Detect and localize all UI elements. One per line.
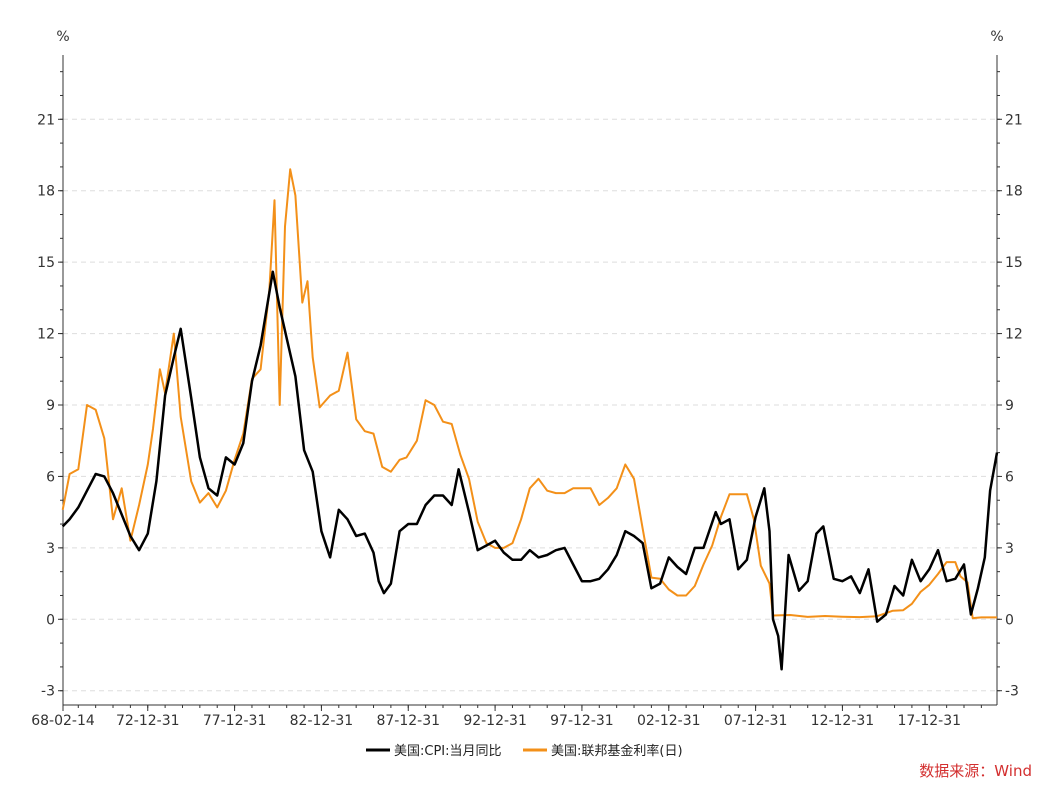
x-tick-label: 07-12-31 xyxy=(724,713,788,729)
y-tick-label-left: 18 xyxy=(37,184,55,200)
data-source-note: 数据来源：Wind xyxy=(919,762,1032,780)
legend: 美国:CPI:当月同比 美国:联邦基金利率(日) xyxy=(366,743,683,759)
y-tick-label-right: 6 xyxy=(1005,469,1014,485)
y-tick-label-right: 9 xyxy=(1005,398,1014,414)
y-tick-label-right: 3 xyxy=(1005,541,1014,557)
x-tick-label: 92-12-31 xyxy=(463,713,527,729)
x-tick-label: 82-12-31 xyxy=(290,713,354,729)
y-tick-label-left: 9 xyxy=(46,398,55,414)
y-tick-label-left: 15 xyxy=(37,255,55,271)
x-tick-label: 87-12-31 xyxy=(376,713,440,729)
legend-item-fed-funds: 美国:联邦基金利率(日) xyxy=(523,743,683,759)
x-tick-label: 02-12-31 xyxy=(637,713,701,729)
y-unit-left: % xyxy=(56,29,69,45)
series-line-fed-funds xyxy=(61,168,997,620)
series-line-cpi xyxy=(61,270,999,671)
x-tick-label: 77-12-31 xyxy=(203,713,267,729)
legend-item-cpi: 美国:CPI:当月同比 xyxy=(366,744,502,759)
axes xyxy=(62,55,998,706)
x-tick-label: 97-12-31 xyxy=(550,713,614,729)
series-lines xyxy=(61,168,999,671)
x-tick-label: 68-02-14 xyxy=(31,713,95,729)
x-tick-label: 12-12-31 xyxy=(811,713,875,729)
gridlines xyxy=(63,118,997,692)
ticks: -3 -3 0 0 3 3 6 6 9 9 12 12 15 15 18 18 21 21 68-02-14 72-1… xyxy=(31,71,1023,729)
y-tick-label-right: 12 xyxy=(1005,327,1023,343)
y-tick-label-right: 21 xyxy=(1005,112,1023,128)
x-tick-label: 72-12-31 xyxy=(116,713,180,729)
y-tick-label-right: 18 xyxy=(1005,184,1023,200)
y-tick-label-left: 3 xyxy=(46,541,55,557)
x-tick-label: 17-12-31 xyxy=(897,713,961,729)
y-unit-right: % xyxy=(990,29,1003,45)
y-tick-label-left: 21 xyxy=(37,112,55,128)
y-tick-label-left: 6 xyxy=(46,469,55,485)
y-tick-label-right: -3 xyxy=(1005,684,1019,700)
y-tick-label-left: 0 xyxy=(46,612,55,628)
legend-label-cpi: 美国:CPI:当月同比 xyxy=(394,744,502,759)
y-tick-label-right: 0 xyxy=(1005,612,1014,628)
legend-label-fed-funds: 美国:联邦基金利率(日) xyxy=(551,743,683,759)
y-tick-label-left: -3 xyxy=(41,684,55,700)
y-tick-label-left: 12 xyxy=(37,327,55,343)
y-tick-label-right: 15 xyxy=(1005,255,1023,271)
